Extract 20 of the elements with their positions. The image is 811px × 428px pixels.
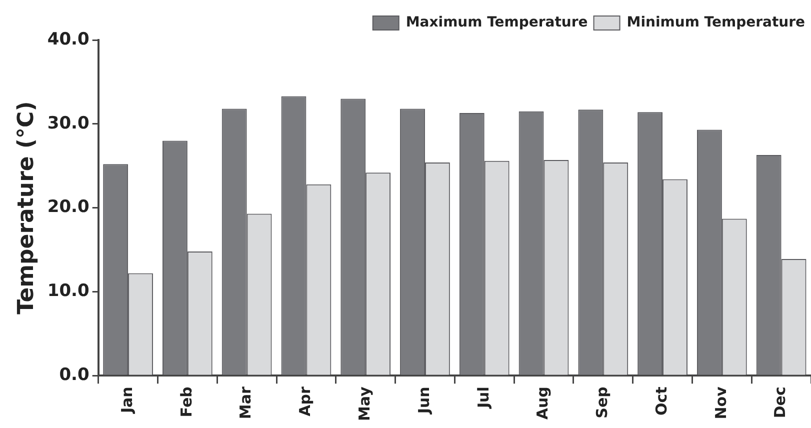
x-tick-label: Aug	[534, 386, 552, 420]
x-tick-label: May	[355, 386, 374, 422]
y-tick-label: 40.0	[47, 29, 90, 50]
x-tick-label: Apr	[296, 386, 314, 416]
y-axis-title: Temperature (°C)	[14, 101, 39, 314]
x-tick-label: Feb	[177, 386, 196, 418]
legend-label: Minimum Temperature	[626, 14, 806, 31]
y-tick-label: 20.0	[47, 197, 90, 218]
x-tick-label: Nov	[712, 386, 730, 420]
x-tick-label: Sep	[593, 386, 612, 418]
legend-label: Maximum Temperature	[406, 14, 588, 31]
y-tick-label: 0.0	[59, 365, 90, 386]
x-tick-label: Dec	[771, 386, 790, 418]
x-tick-label: Oct	[652, 386, 670, 416]
x-tick-label: Jun	[414, 386, 433, 415]
y-tick-label: 10.0	[47, 281, 90, 302]
x-tick-label: Jul	[474, 386, 492, 410]
x-tick-label: Jan	[118, 386, 136, 414]
y-tick-label: 30.0	[47, 113, 90, 134]
x-tick-label: Mar	[236, 386, 255, 420]
